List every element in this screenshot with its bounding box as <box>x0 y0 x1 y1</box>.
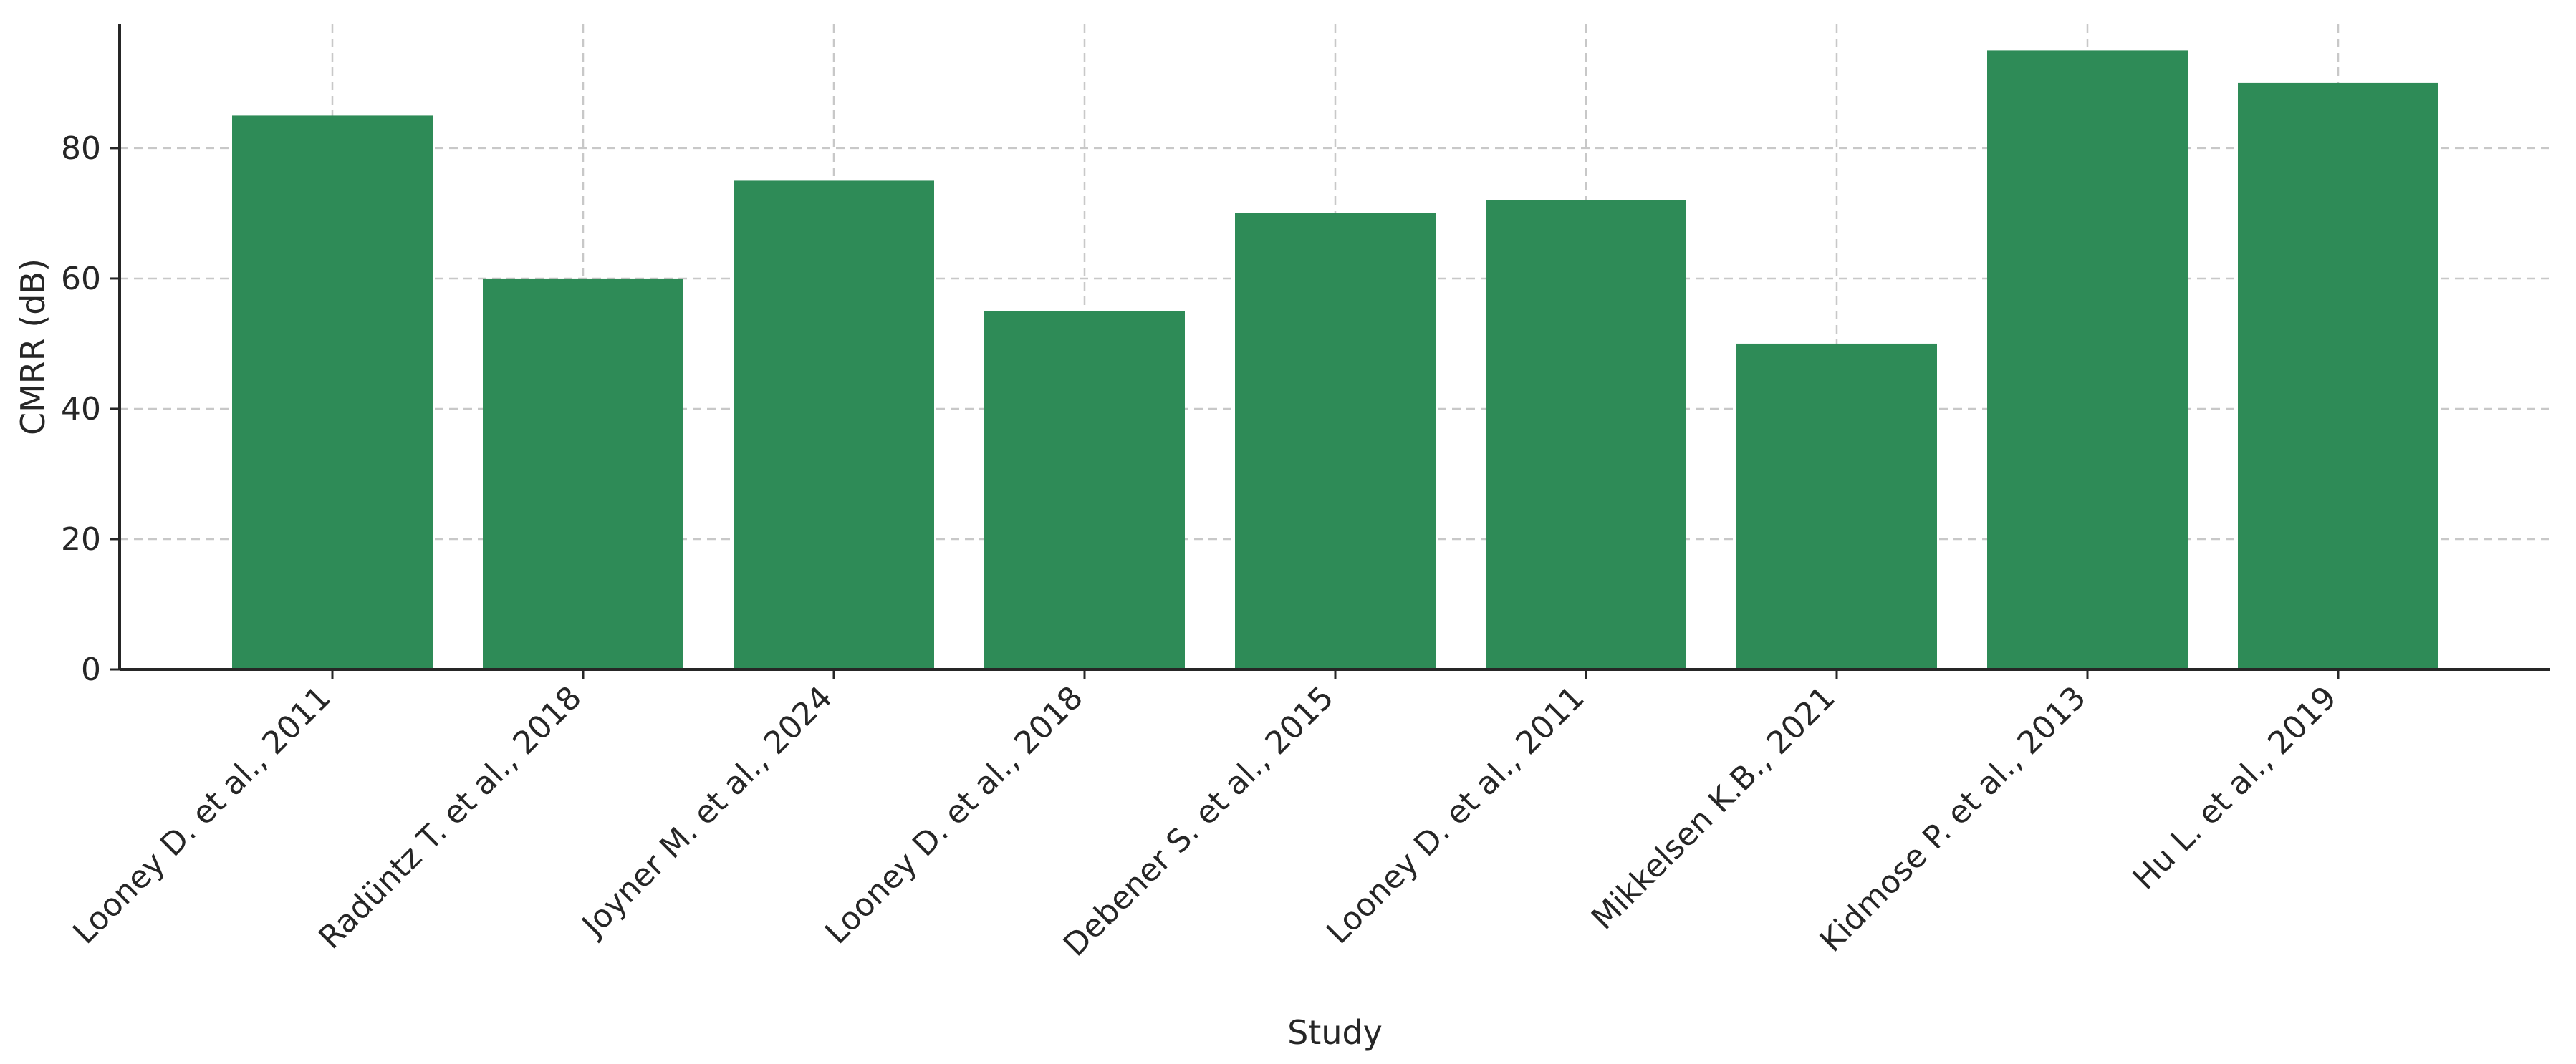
x-tick-label: Debener S. et al., 2015 <box>1057 679 1341 964</box>
bar <box>734 180 934 669</box>
y-tick-label: 40 <box>61 391 101 427</box>
y-tick-label: 80 <box>61 130 101 167</box>
x-tick-label: Looney D. et al., 2011 <box>1320 679 1592 952</box>
x-tick-label: Joyner M. et al., 2024 <box>574 679 840 945</box>
bar <box>232 115 433 670</box>
y-tick-label: 20 <box>61 521 101 558</box>
y-axis-title: CMRR (dB) <box>14 258 52 435</box>
x-tick-label: Kidmose P. et al., 2013 <box>1813 679 2093 959</box>
x-tick-label: Mikkelsen K.B., 2021 <box>1585 679 1842 937</box>
y-tick-label: 0 <box>81 652 101 688</box>
bar <box>2238 82 2438 670</box>
bar <box>483 278 683 669</box>
bar <box>1987 50 2188 669</box>
bar <box>1235 213 1436 669</box>
bars-layer <box>232 50 2438 670</box>
y-tick-label: 60 <box>61 261 101 297</box>
bar <box>984 311 1185 669</box>
x-tick-label: Hu L. et al., 2019 <box>2126 679 2344 897</box>
bar <box>1736 343 1937 669</box>
x-axis-title: Study <box>1287 1013 1383 1052</box>
x-tick-label: Looney D. et al., 2018 <box>818 679 1090 952</box>
x-tick-label: Radüntz T. et al., 2018 <box>312 679 589 957</box>
x-tick-label: Looney D. et al., 2011 <box>66 679 338 952</box>
bar <box>1486 200 1686 669</box>
